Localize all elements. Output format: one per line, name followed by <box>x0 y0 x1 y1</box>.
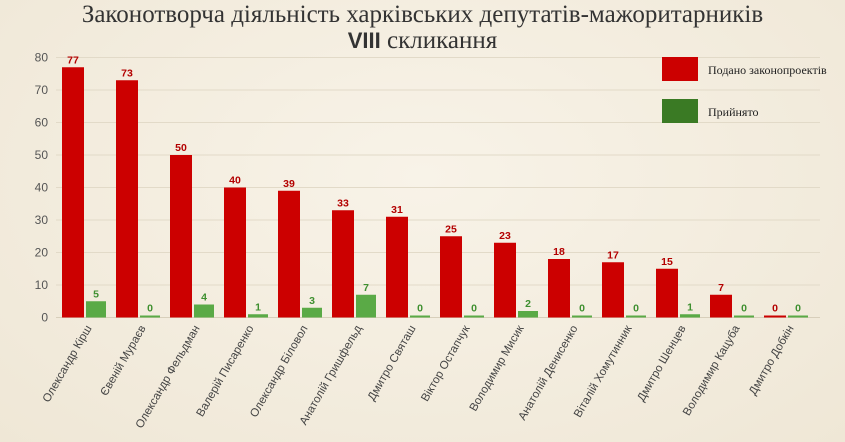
data-label-adopted: 3 <box>309 295 315 307</box>
data-label-submitted: 7 <box>718 282 724 294</box>
data-label-submitted: 33 <box>337 197 349 209</box>
data-label-adopted: 7 <box>363 282 369 294</box>
bar-adopted <box>356 294 376 318</box>
bar-submitted <box>224 187 246 318</box>
bar-adopted <box>194 304 214 318</box>
data-label-adopted: 1 <box>255 301 261 313</box>
legend-swatch-submitted <box>662 57 698 81</box>
data-label-submitted: 40 <box>229 175 241 187</box>
bar-adopted <box>248 314 268 318</box>
x-tick-label: Анатолій Гришфельд <box>298 323 365 427</box>
y-tick-label: 0 <box>41 311 48 325</box>
x-tick-label: Володимир Кацуба <box>681 323 743 418</box>
x-tick-label: Валерій Писаренко <box>195 324 257 419</box>
x-tick-label: Олександр Кірш <box>41 324 95 405</box>
data-label-adopted: 0 <box>147 303 153 315</box>
x-tick-label: Віталій Хомутинник <box>572 323 635 420</box>
data-label-submitted: 25 <box>445 223 457 235</box>
x-tick-label: Володимир Мисик <box>468 323 527 414</box>
x-tick-label: Дмитро Святаш <box>366 324 419 403</box>
data-label-adopted: 0 <box>417 303 423 315</box>
bar-submitted <box>170 155 192 318</box>
data-label-adopted: 2 <box>525 298 531 310</box>
y-tick-label: 30 <box>35 213 49 227</box>
chart-title-line1: Законотворча діяльність харківських депу… <box>81 1 764 28</box>
bar-adopted <box>302 307 322 318</box>
x-tick-label: Дмитро Шенцев <box>635 324 688 404</box>
data-label-adopted: 1 <box>687 301 693 313</box>
chart-title-rest: скликання <box>380 27 498 54</box>
bar-adopted <box>464 315 484 318</box>
chart-title-line2: VIII скликання <box>0 28 845 54</box>
bar-adopted <box>680 314 700 318</box>
data-label-adopted: 0 <box>795 303 801 315</box>
data-label-submitted: 31 <box>391 204 403 216</box>
bar-adopted <box>788 315 808 318</box>
bar-adopted <box>518 311 538 318</box>
bar-adopted <box>410 315 430 318</box>
x-tick-label: Євеній Мураєв <box>99 324 149 399</box>
bar-submitted <box>656 268 678 318</box>
x-tick-label: Дмитро Добкін <box>747 324 797 398</box>
data-label-adopted: 0 <box>579 303 585 315</box>
y-tick-label: 40 <box>35 181 49 195</box>
bar-submitted <box>116 80 138 318</box>
x-tick-label: Олександр Фельдман <box>134 324 203 431</box>
data-label-submitted: 73 <box>121 67 133 79</box>
x-tick-label: Анатолій Денисенко <box>517 324 581 423</box>
data-label-adopted: 5 <box>93 288 99 300</box>
bar-submitted <box>62 67 84 318</box>
chart-title-convocation: VIII <box>347 28 381 53</box>
bar-submitted <box>548 259 570 318</box>
data-label-submitted: 39 <box>283 178 295 190</box>
bar-adopted <box>86 301 106 318</box>
bar-submitted <box>764 315 786 318</box>
y-tick-label: 60 <box>35 116 49 130</box>
data-label-adopted: 0 <box>471 303 477 315</box>
legend-label-adopted: Прийнято <box>708 105 759 119</box>
bar-submitted <box>332 210 354 318</box>
x-tick-label: Віктор Остапчук <box>419 323 473 404</box>
bar-submitted <box>494 242 516 318</box>
data-label-adopted: 4 <box>201 292 207 304</box>
x-tick-label: Олександр Біловол <box>248 324 310 420</box>
data-label-submitted: 18 <box>553 246 565 258</box>
y-tick-label: 70 <box>35 83 49 97</box>
data-label-submitted: 15 <box>661 256 673 268</box>
y-tick-label: 20 <box>35 246 49 260</box>
data-label-submitted: 23 <box>499 230 511 242</box>
data-label-submitted: 77 <box>67 54 79 66</box>
data-label-adopted: 0 <box>633 303 639 315</box>
bar-submitted <box>710 294 732 318</box>
bar-submitted <box>278 190 300 318</box>
bar-adopted <box>734 315 754 318</box>
y-tick-label: 80 <box>35 51 49 65</box>
bar-submitted <box>602 262 624 318</box>
data-label-adopted: 0 <box>741 303 747 315</box>
legend-swatch-adopted <box>662 99 698 123</box>
data-label-submitted: 17 <box>607 249 619 261</box>
y-tick-label: 50 <box>35 148 49 162</box>
data-label-submitted: 0 <box>772 303 778 315</box>
chart-title: Законотворча діяльність харківських депу… <box>0 2 845 54</box>
bar-adopted <box>140 315 160 318</box>
bar-submitted <box>386 216 408 318</box>
bar-adopted <box>626 315 646 318</box>
bar-submitted <box>440 236 462 318</box>
bar-adopted <box>572 315 592 318</box>
y-tick-label: 10 <box>35 278 49 292</box>
data-label-submitted: 50 <box>175 142 187 154</box>
legend-label-submitted: Подано законопроектів <box>708 63 827 77</box>
